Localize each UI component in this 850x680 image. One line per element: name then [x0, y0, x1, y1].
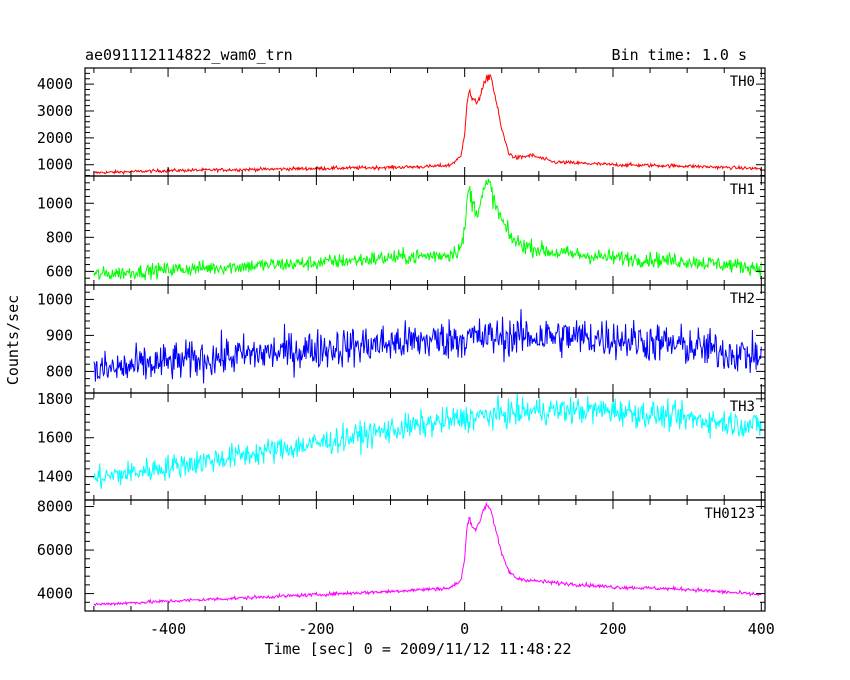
series-line-th0123 — [93, 501, 762, 607]
bin-time-label: Bin time: 1.0 s — [612, 46, 747, 64]
y-tick-label: 600 — [46, 262, 73, 280]
x-tick-label: -200 — [298, 620, 334, 638]
panel-frame — [84, 284, 766, 394]
series-line-th0 — [93, 73, 762, 176]
panel-th0: 1000 2000 3000 4000 TH0 — [37, 67, 766, 177]
panel-th3: 1400 1600 1800 TH3 — [37, 390, 766, 501]
y-tick-label: 800 — [46, 362, 73, 380]
y-tick-label: 4000 — [37, 75, 73, 93]
panel-th2: 800 900 1000 TH2 — [37, 284, 766, 394]
y-tick-label: 4000 — [37, 585, 73, 603]
series-line-th3 — [93, 393, 762, 490]
x-tick-label: 200 — [599, 620, 626, 638]
y-tick-label: 900 — [46, 326, 73, 344]
y-tick-label: 1800 — [37, 390, 73, 408]
panel-label: TH3 — [730, 399, 755, 415]
y-tick-label: 2000 — [37, 129, 73, 147]
y-tick-label: 1400 — [37, 468, 73, 486]
y-axis-label: Counts/sec — [4, 295, 22, 385]
panel-th0123: 4000 6000 8000 TH0123 — [37, 498, 766, 612]
x-axis-label: Time [sec] 0 = 2009/11/12 11:48:22 — [264, 640, 571, 658]
y-tick-label: 6000 — [37, 541, 73, 559]
panel-frame — [84, 499, 766, 612]
y-tick-label: 800 — [46, 228, 73, 246]
y-tick-label: 8000 — [37, 498, 73, 516]
panel-label: TH0123 — [704, 506, 755, 522]
panel-label: TH1 — [730, 182, 755, 198]
y-tick-label: 1600 — [37, 429, 73, 447]
y-tick-label: 3000 — [37, 102, 73, 120]
y-tick-label: 1000 — [37, 290, 73, 308]
panel-th1: 600 800 1000 TH1 — [37, 175, 766, 286]
x-tick-label: 400 — [748, 620, 775, 638]
panel-label: TH2 — [730, 291, 755, 307]
panel-label: TH0 — [730, 74, 755, 90]
x-tick-label: 0 — [460, 620, 469, 638]
y-tick-label: 1000 — [37, 194, 73, 212]
chart-title: ae091112114822_wam0_trn — [85, 46, 293, 64]
y-tick-label: 1000 — [37, 156, 73, 174]
series-line-th2 — [93, 309, 762, 384]
panel-frame — [84, 67, 766, 177]
series-line-th1 — [93, 178, 762, 281]
x-tick-label: -400 — [150, 620, 186, 638]
x-tick-labels: -400 -200 0 200 400 — [150, 620, 775, 638]
